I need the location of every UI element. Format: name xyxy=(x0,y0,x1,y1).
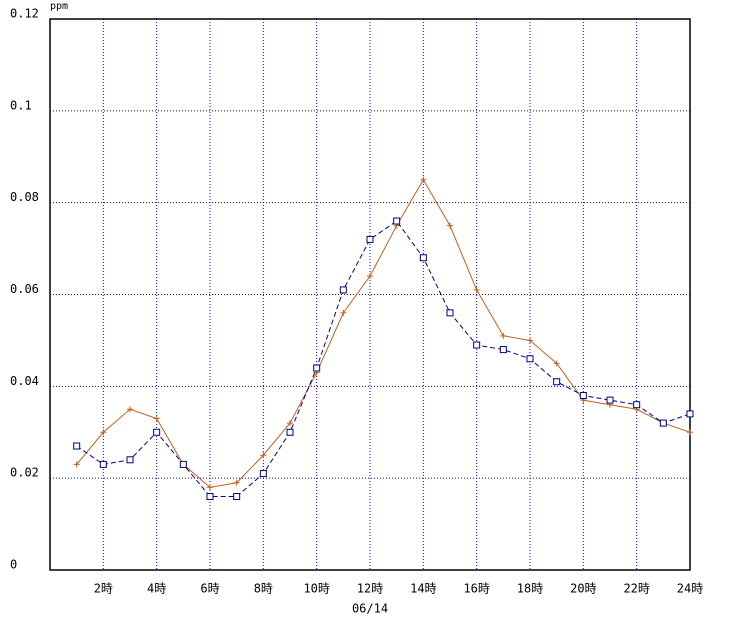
point-marker xyxy=(100,429,107,436)
x-tick-label: 18時 xyxy=(517,582,543,596)
y-tick-label: 0.04 xyxy=(10,374,39,388)
plot-frame xyxy=(49,18,691,571)
point-marker xyxy=(233,493,241,501)
point-marker xyxy=(340,309,347,316)
x-tick-label: 10時 xyxy=(303,582,329,596)
y-tick-label: 0.12 xyxy=(10,7,39,21)
point-marker xyxy=(179,460,187,468)
series-line xyxy=(76,178,691,488)
point-marker xyxy=(527,337,533,344)
point-marker xyxy=(686,410,694,418)
point-marker xyxy=(419,254,427,262)
y-tick-label: 0.02 xyxy=(10,466,39,480)
x-tick-label: 14時 xyxy=(410,582,436,596)
point-marker xyxy=(153,428,161,436)
x-tick-label: 12時 xyxy=(357,582,383,596)
point-marker xyxy=(233,479,240,486)
point-marker xyxy=(313,364,321,372)
y-tick-label: 0.1 xyxy=(10,98,32,112)
point-marker xyxy=(553,378,561,386)
point-marker xyxy=(259,470,267,478)
x-tick-label: 8時 xyxy=(254,582,273,596)
x-tick-label: 6時 xyxy=(200,582,219,596)
point-marker xyxy=(153,415,160,422)
point-marker xyxy=(500,332,507,339)
point-marker xyxy=(206,493,214,501)
point-marker xyxy=(659,419,667,427)
point-marker xyxy=(393,217,401,225)
x-tick-label: 4時 xyxy=(147,582,166,596)
x-tick-label: 24時 xyxy=(677,582,703,596)
point-marker xyxy=(286,428,294,436)
point-marker xyxy=(579,392,587,400)
point-marker xyxy=(446,309,454,317)
point-marker xyxy=(366,235,374,243)
point-marker xyxy=(687,429,693,436)
point-marker xyxy=(339,286,347,294)
point-marker xyxy=(553,360,560,367)
y-tick-label: 0 xyxy=(10,558,17,572)
point-marker xyxy=(420,176,427,183)
point-marker xyxy=(207,484,213,491)
y-tick-label: 0.08 xyxy=(10,190,39,204)
point-marker xyxy=(126,456,134,464)
point-marker xyxy=(447,222,453,229)
x-axis-label: 06/14 xyxy=(352,602,388,616)
point-marker xyxy=(473,286,480,293)
point-marker xyxy=(73,442,81,450)
point-marker xyxy=(606,396,614,404)
x-tick-label: 16時 xyxy=(463,582,489,596)
point-marker xyxy=(499,346,507,354)
point-marker xyxy=(473,341,481,349)
y-unit: ppm xyxy=(50,1,68,12)
point-marker xyxy=(73,461,80,468)
x-tick-label: 20時 xyxy=(570,582,596,596)
point-marker xyxy=(99,460,107,468)
point-marker xyxy=(287,420,293,427)
series-line xyxy=(76,220,691,498)
point-marker xyxy=(260,452,267,459)
point-marker xyxy=(633,401,641,409)
point-marker xyxy=(526,355,534,363)
point-marker xyxy=(127,406,133,413)
x-tick-label: 2時 xyxy=(94,582,113,596)
x-tick-label: 22時 xyxy=(623,582,649,596)
point-marker xyxy=(367,273,373,280)
y-tick-label: 0.06 xyxy=(10,282,39,296)
